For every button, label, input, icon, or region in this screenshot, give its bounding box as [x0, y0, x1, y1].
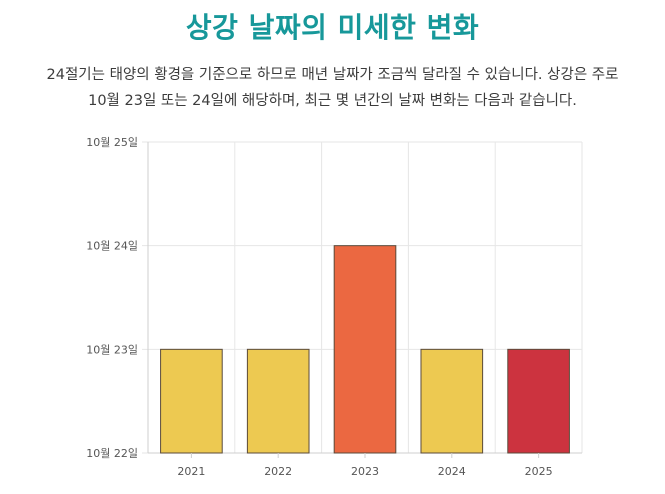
y-tick-label: 10월 22일 [86, 446, 138, 460]
page-title: 상강 날짜의 미세한 변화 [185, 11, 480, 44]
bar-2021 [160, 348, 223, 454]
intro-paragraph: 24절기는 태양의 황경을 기준으로 하므로 매년 날짜가 조금씩 달라질 수 … [10, 62, 655, 114]
x-tick-label: 2024 [438, 465, 466, 478]
x-tick-label: 2022 [264, 465, 292, 478]
bar-2024 [420, 348, 484, 454]
chart-svg: 10월 22일 10월 23일 10월 24일 10월 25일 2021 2022 2023… [86, 135, 583, 478]
x-tick-label: 2023 [351, 465, 379, 478]
intro-line-1: 24절기는 태양의 황경을 기준으로 하므로 매년 날짜가 조금씩 달라질 수 … [46, 67, 619, 83]
bar-2023 [333, 245, 397, 454]
y-tick-label: 10월 23일 [86, 342, 138, 356]
bar-chart: 10월 22일 10월 23일 10월 24일 10월 25일 2021 2022 2023… [0, 130, 665, 490]
y-tick-label: 10월 24일 [86, 239, 138, 253]
x-tick-label: 2025 [525, 465, 553, 478]
bar-2022 [246, 348, 310, 454]
x-tick-label: 2021 [177, 465, 205, 478]
y-tick-label: 10월 25일 [86, 135, 138, 149]
intro-line-2: 10월 23일 또는 24일에 해당하며, 최근 몇 년간의 날짜 변화는 다음… [88, 93, 577, 109]
bar-2025 [507, 348, 570, 454]
